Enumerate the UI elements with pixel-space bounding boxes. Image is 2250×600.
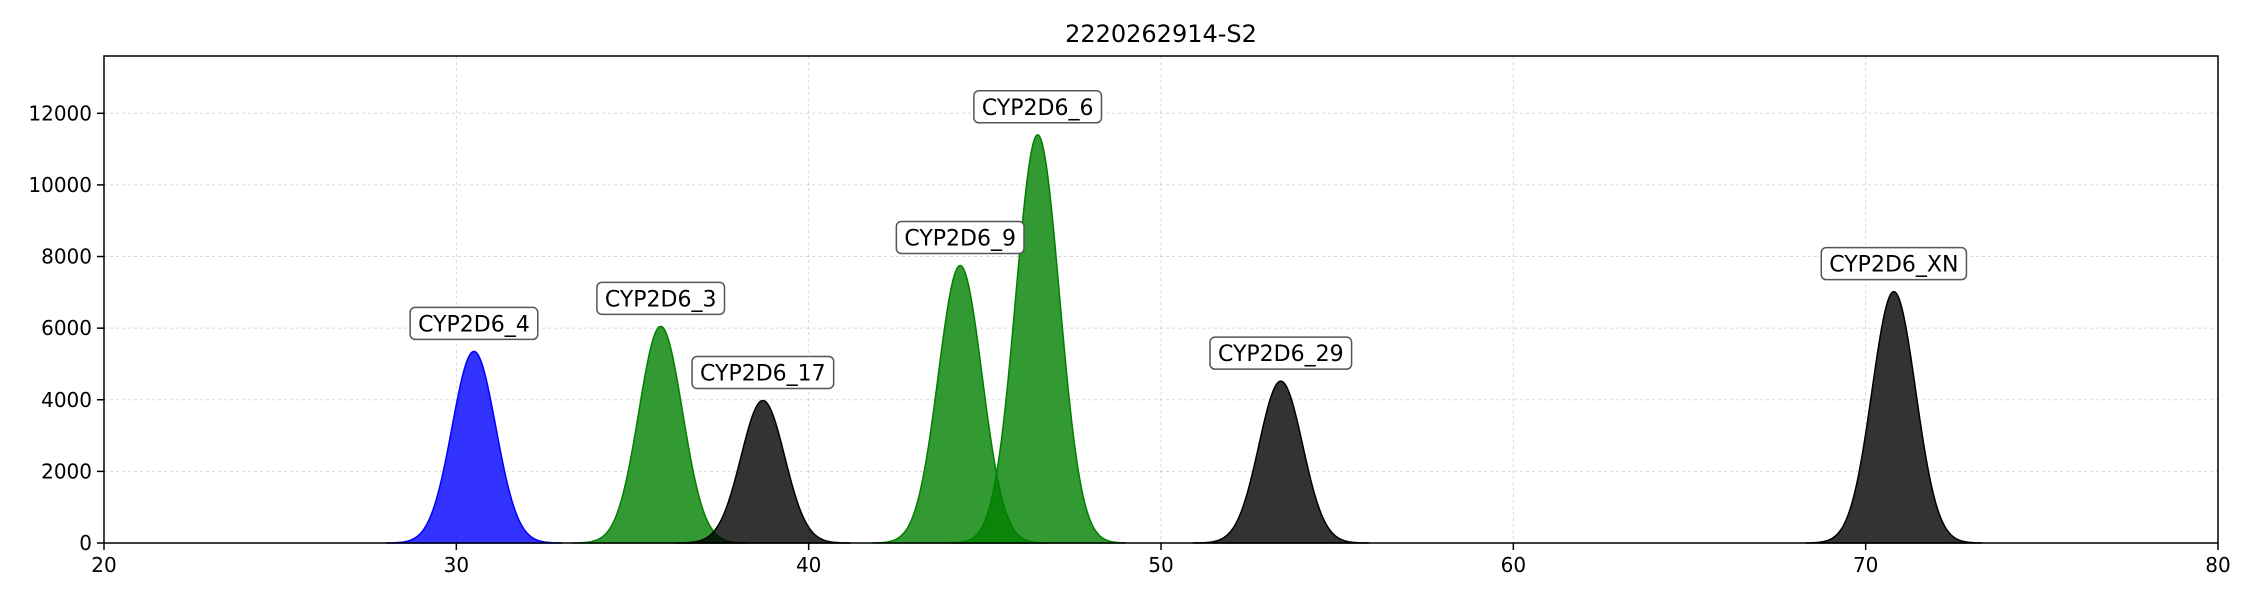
peak-label-text: CYP2D6_XN	[1829, 253, 1958, 278]
chart-title: 2220262914-S2	[1065, 20, 1257, 48]
x-tick-label: 40	[796, 553, 821, 577]
peak-label-box	[973, 90, 1103, 124]
peak-label-cyp2d6_29: CYP2D6_29	[1209, 336, 1353, 370]
y-tick-label: 2000	[41, 459, 92, 483]
peak-label-cyp2d6_6: CYP2D6_6	[973, 90, 1103, 124]
peak-cyp2d6_17	[674, 399, 852, 544]
peak-label-box	[1820, 246, 1968, 281]
y-tick-label: 8000	[41, 245, 92, 269]
peak-label-cyp2d6_4: CYP2D6_4	[409, 306, 539, 341]
peak-label-text: CYP2D6_4	[418, 312, 530, 337]
peak-label-text: CYP2D6_9	[904, 226, 1016, 251]
peak-label-box	[691, 355, 835, 390]
x-tick-label: 50	[1148, 553, 1173, 577]
y-tick-label: 10000	[28, 173, 92, 197]
peak-label-cyp2d6_9: CYP2D6_9	[895, 220, 1025, 255]
peak-label-box	[596, 281, 726, 316]
peak-cyp2d6_4	[385, 350, 563, 544]
peak-label-cyp2d6_17: CYP2D6_17	[691, 355, 835, 390]
y-tick-label: 12000	[28, 101, 92, 125]
peak-label-box	[895, 220, 1025, 255]
peak-label-cyp2d6_3: CYP2D6_3	[596, 281, 726, 316]
peak-cyp2d6_xn	[1805, 290, 1982, 544]
y-tick-label: 6000	[41, 316, 92, 340]
x-tick-label: 60	[1501, 553, 1526, 577]
peak-label-box	[409, 306, 539, 341]
x-tick-label: 70	[1853, 553, 1878, 577]
y-tick-label: 0	[79, 531, 92, 555]
peak-label-box	[1209, 336, 1353, 370]
peak-label-text: CYP2D6_17	[700, 361, 826, 386]
peak-label-text: CYP2D6_29	[1218, 342, 1344, 367]
x-tick-label: 20	[91, 553, 116, 577]
peaks-layer	[385, 133, 1982, 544]
labels-layer: CYP2D6_4 CYP2D6_3 CYP2D6_17 CYP2D6_9 CYP2D6_…	[409, 90, 1968, 390]
peak-label-text: CYP2D6_6	[982, 96, 1094, 121]
x-tick-label: 80	[2205, 553, 2230, 577]
peak-label-text: CYP2D6_3	[605, 287, 717, 312]
peak-cyp2d6_29	[1192, 380, 1369, 544]
y-tick-label: 4000	[41, 388, 92, 412]
axis-layer: 20 30 40 50 60 70 80 0 2000 4000 6000 8000 10000 1200…	[28, 101, 2230, 577]
peak-cyp2d6_6	[949, 133, 1126, 544]
x-tick-label: 30	[444, 553, 469, 577]
peak-label-cyp2d6_xn: CYP2D6_XN	[1820, 246, 1968, 281]
